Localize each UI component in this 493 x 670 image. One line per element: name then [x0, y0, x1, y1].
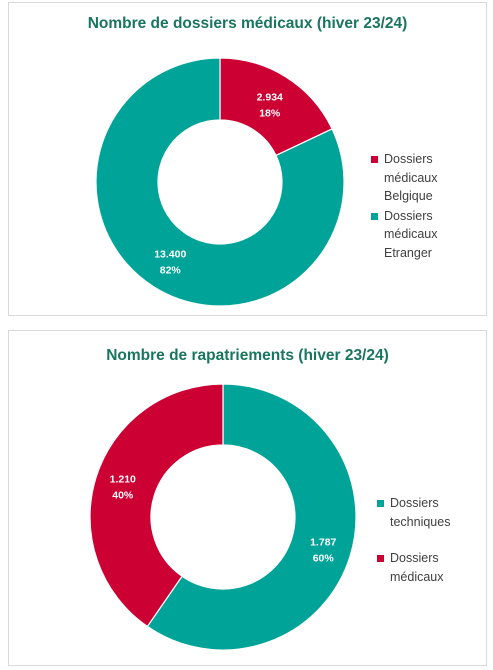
slice-percent-label: 82%: [160, 265, 182, 277]
donut-slice-0: [219, 57, 333, 157]
chart-panel-dossiers: Nombre de dossiers médicaux (hiver 23/24…: [8, 2, 487, 316]
legend-item-belgique: Dossiers médicaux Belgique: [371, 150, 459, 206]
slice-percent-label: 18%: [259, 107, 281, 119]
legend-item-etranger: Dossiers médicaux Etranger: [371, 207, 459, 263]
donut-chart: 1.787 60% 1.210 40%: [89, 383, 357, 651]
legend-label: Dossiers médicaux Belgique: [384, 152, 438, 203]
slice-percent-label: 60%: [313, 552, 335, 564]
chart-title: Nombre de rapatriements (hiver 23/24): [106, 347, 389, 364]
chart-panel-rapatriements: Nombre de rapatriements (hiver 23/24) 1.…: [8, 330, 487, 666]
legend-item-medicaux: Dossiers médicaux: [377, 549, 485, 586]
slice-value-label: 2.934: [257, 91, 283, 103]
legend-label: Dossiers techniques: [390, 496, 451, 529]
legend-item-techniques: Dossiers techniques: [377, 494, 485, 531]
chart-legend: Dossiers techniques Dossiers médicaux: [377, 494, 482, 586]
chart-title: Nombre de dossiers médicaux (hiver 23/24…: [87, 15, 408, 32]
donut-chart: 2.934 18% 13.400 82%: [95, 57, 345, 307]
legend-swatch: [377, 500, 384, 507]
donut-slice-0: [146, 383, 357, 651]
chart-legend: Dossiers médicaux Belgique Dossiers médi…: [371, 150, 481, 262]
slice-value-label: 1.787: [310, 536, 336, 548]
legend-label: Dossiers médicaux: [390, 551, 444, 584]
slice-value-label: 1.210: [110, 474, 136, 486]
legend-label: Dossiers médicaux Etranger: [384, 208, 438, 260]
legend-swatch: [371, 212, 378, 220]
legend-swatch: [377, 555, 384, 562]
slice-percent-label: 40%: [112, 490, 134, 502]
slice-value-label: 13.400: [154, 249, 186, 261]
legend-swatch: [371, 156, 378, 163]
donut-slice-1: [89, 383, 224, 628]
donut-slice-1: [95, 57, 345, 307]
